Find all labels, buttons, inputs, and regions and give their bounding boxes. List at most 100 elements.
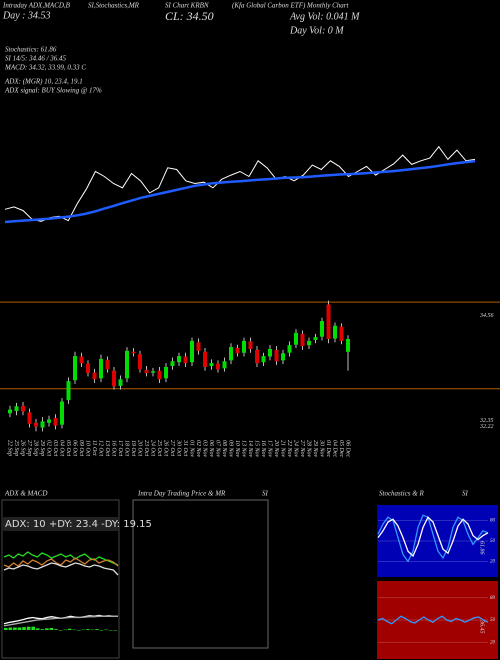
y-tick-label: 32.35 xyxy=(479,418,494,424)
indicator-line xyxy=(3,557,119,568)
x-tick-label: 30 Nov xyxy=(319,439,325,458)
panel-title: SI xyxy=(462,490,469,498)
avg-volume: Avg Vol: 0.041 M xyxy=(289,11,360,22)
x-tick-label: 07 Nov xyxy=(215,440,221,458)
y-tick-label: 34.56 xyxy=(479,312,494,319)
histogram-bar xyxy=(4,627,8,630)
histogram-bar xyxy=(81,629,86,631)
candle-body xyxy=(326,304,331,340)
candle-body xyxy=(60,401,64,425)
x-tick-label: 27 Sep xyxy=(26,440,32,456)
candle-body xyxy=(196,342,201,351)
x-tick-label: 09 Oct xyxy=(78,440,84,456)
indicator-line xyxy=(3,562,119,576)
candle-body xyxy=(92,372,97,380)
x-tick-label: 08 Nov xyxy=(221,440,227,458)
histogram-bar xyxy=(17,627,22,630)
candle-body xyxy=(177,356,181,363)
x-tick-label: 13 Oct xyxy=(104,440,110,456)
candle-body xyxy=(47,419,51,423)
x-tick-label: 22 Sep xyxy=(7,440,13,456)
histogram-bar xyxy=(49,627,54,630)
y-tick-label: 32.22 xyxy=(479,424,494,430)
histogram-bar xyxy=(86,629,90,630)
x-tick-label: 03 Oct xyxy=(52,440,58,456)
x-tick-label: 12 Oct xyxy=(98,440,104,456)
x-tick-label: 04 Oct xyxy=(59,440,66,456)
x-tick-label: 20 Nov xyxy=(273,440,279,458)
histogram-bar xyxy=(67,628,72,630)
candle-body xyxy=(73,356,77,381)
x-tick-label: 16 Nov xyxy=(260,440,266,458)
value-annotation: 36.45 xyxy=(479,619,486,634)
candle-body xyxy=(307,340,311,346)
candle-body xyxy=(105,359,110,370)
histogram-bar xyxy=(58,630,63,631)
x-tick-label: 14 Nov xyxy=(247,440,254,458)
candle-body xyxy=(222,361,227,369)
x-tick-label: 13 Nov xyxy=(241,440,247,458)
x-tick-label: 02 Oct xyxy=(46,440,52,456)
x-tick-label: 05 Oct xyxy=(65,440,71,456)
panel-label: ADX: 10 +DY: 23.4 -DY: 19.15 xyxy=(5,519,152,530)
x-tick-label: 27 Oct xyxy=(169,440,175,456)
x-tick-label: 01 Nov xyxy=(189,440,195,458)
candle-body xyxy=(8,409,12,414)
x-tick-label: 15 Nov xyxy=(254,440,260,458)
x-tick-label: 10 Nov xyxy=(234,440,240,458)
histogram-bar xyxy=(54,629,58,630)
x-tick-label: 21 Nov xyxy=(280,440,286,458)
x-tick-label: 05 Dec xyxy=(338,440,344,457)
header-text: Intraday ADX,MACD,B xyxy=(2,2,71,10)
x-tick-label: 20 Oct xyxy=(137,440,143,456)
x-tick-label: 11 Oct xyxy=(91,440,97,456)
candle-body xyxy=(183,356,188,364)
x-tick-label: 25 Sep xyxy=(13,440,19,456)
candle-body xyxy=(209,363,214,366)
y-tick-label: 20 xyxy=(490,640,496,645)
label-box xyxy=(3,517,119,531)
day-volume: Day Vol: 0 M xyxy=(289,25,344,36)
candle-body xyxy=(229,347,233,361)
x-tick-label: 22 Nov xyxy=(286,440,292,458)
candle-body xyxy=(346,339,350,352)
candle-body xyxy=(300,333,305,347)
x-tick-label: 17 Nov xyxy=(267,440,273,458)
candle-body xyxy=(170,361,175,366)
intraday-panel-frame xyxy=(132,499,269,649)
candle-body xyxy=(274,349,279,362)
x-tick-label: 24 Oct xyxy=(150,440,157,456)
x-tick-label: 06 Dec xyxy=(345,440,351,457)
indicator-line xyxy=(3,551,119,566)
histogram-bar xyxy=(95,629,99,630)
histogram-bar xyxy=(72,629,77,631)
candle-body xyxy=(203,351,207,367)
x-tick-label: 25 Oct xyxy=(156,440,162,456)
x-tick-label: 17 Oct xyxy=(117,440,123,456)
x-tick-label: 26 Sep xyxy=(20,440,26,456)
header: Intraday ADX,MACD,B SI,Stochastics,MR SI… xyxy=(2,2,360,95)
candle-body xyxy=(339,326,344,341)
x-tick-label: 16 Oct xyxy=(111,440,117,456)
x-tick-label: 03 Nov xyxy=(202,440,208,458)
histogram-bar xyxy=(40,629,45,630)
x-tick-label: 02 Nov xyxy=(195,440,201,458)
candle-body xyxy=(287,345,292,353)
histogram-bar xyxy=(45,628,49,630)
moving-average xyxy=(4,159,476,224)
candle-body xyxy=(235,348,240,354)
x-tick-label: 06 Oct xyxy=(72,440,78,456)
candle-body xyxy=(313,337,318,340)
candle-body xyxy=(27,412,32,424)
candle-body xyxy=(190,340,194,363)
histogram-bar xyxy=(63,629,67,631)
candle-body xyxy=(157,370,162,380)
candle-body xyxy=(144,369,149,374)
stat-text: ADX: (MGR) 10, 23.4, 19.1 xyxy=(4,78,83,86)
indicator-line xyxy=(377,514,489,563)
x-tick-label: 19 Oct xyxy=(130,440,136,456)
candle-body xyxy=(268,348,272,357)
candle-body xyxy=(99,358,103,379)
x-tick-label: 10 Oct xyxy=(85,440,91,456)
histogram-bar xyxy=(113,630,118,631)
